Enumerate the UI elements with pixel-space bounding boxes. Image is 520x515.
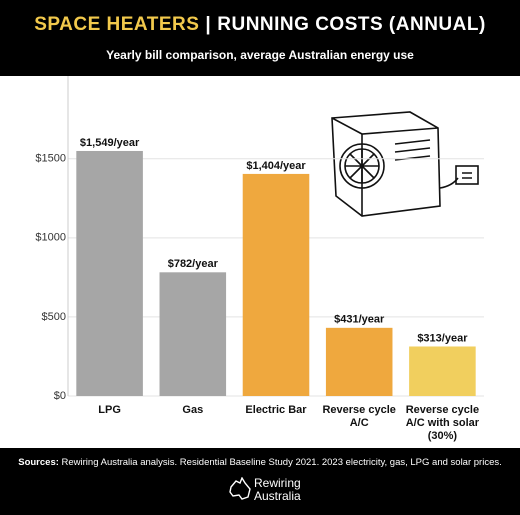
y-tick-label: $500	[42, 311, 66, 323]
logo-icon	[229, 477, 251, 500]
title-main: RUNNING COSTS (ANNUAL)	[217, 14, 486, 35]
x-tick-label: Electric Bar	[245, 404, 307, 416]
title-highlight: SPACE HEATERS	[34, 14, 200, 35]
sources-label: Sources:	[18, 457, 59, 468]
x-tick-label: Reverse cycle A/C with solar (30%)	[405, 404, 480, 442]
plot: $0 $500 $1000 $1500 $1,549/year $782/year $1,4…	[35, 76, 484, 402]
title-separator: |	[205, 14, 212, 35]
chart: $0 $500 $1000 $1500 $1,549/year $782/year $1,4…	[35, 76, 484, 402]
header: SPACE HEATERS | RUNNING COSTS (ANNUAL) Yea…	[0, 0, 520, 76]
x-tick-label: Reverse cycle A/C	[322, 404, 396, 429]
sources-text: Rewiring Australia analysis. Residential…	[61, 457, 502, 468]
logo-text: Rewiring Australia	[254, 477, 301, 503]
x-tick-label: Gas	[182, 404, 204, 416]
logo-line: Australia	[254, 489, 301, 503]
sources: Sources: Rewiring Australia analysis. Re…	[0, 457, 520, 468]
y-tick-label: $0	[54, 390, 66, 402]
y-tick-label: $1000	[35, 232, 66, 244]
bar	[325, 327, 393, 396]
bar	[159, 272, 227, 396]
x-tick-label: LPG	[98, 404, 121, 416]
bar	[76, 150, 143, 396]
value-label: $1,549/year	[80, 137, 140, 149]
bar	[409, 346, 476, 396]
chart-subtitle: Yearly bill comparison, average Australi…	[106, 48, 414, 62]
chart-title: SPACE HEATERS | RUNNING COSTS (ANNUAL)	[0, 14, 520, 36]
value-label: $782/year	[168, 258, 219, 270]
logo-line: Rewiring	[254, 476, 301, 490]
logo: Rewiring Australia	[228, 475, 318, 509]
ac-illustration	[331, 111, 479, 217]
y-tick-label: $1500	[35, 153, 66, 165]
bar	[242, 173, 310, 396]
value-label: $313/year	[417, 332, 468, 344]
value-label: $1,404/year	[246, 160, 306, 172]
value-label: $431/year	[334, 314, 385, 326]
footer: Sources: Rewiring Australia analysis. Re…	[0, 448, 520, 515]
